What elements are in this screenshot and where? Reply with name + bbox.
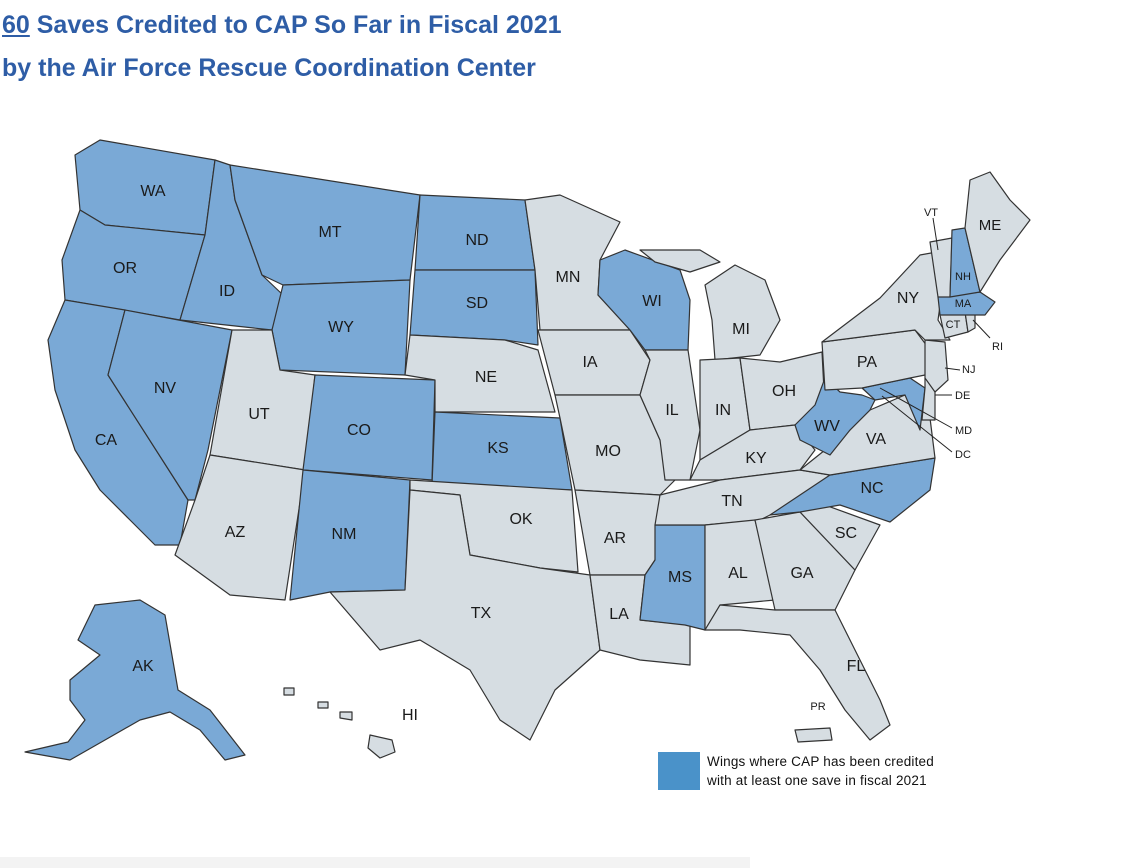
label-md: MD [955, 425, 972, 437]
label-ia: IA [582, 354, 597, 371]
save-count: 60 [2, 11, 30, 39]
label-nv: NV [154, 380, 177, 397]
label-tn: TN [721, 493, 742, 510]
map-title: 60 Saves Credited to CAP So Far in Fisca… [2, 4, 562, 90]
label-hi: HI [402, 707, 418, 724]
label-ma: MA [955, 298, 972, 310]
label-ak: AK [132, 658, 154, 675]
state-ne [404, 334, 556, 413]
label-in: IN [715, 402, 731, 419]
label-ne: NE [475, 369, 497, 386]
label-pa: PA [857, 354, 877, 371]
label-pr: PR [810, 701, 825, 713]
label-nd: ND [465, 232, 488, 249]
label-fl: FL [847, 658, 866, 675]
bottom-strip [0, 857, 750, 868]
label-ri: RI [992, 341, 1003, 353]
label-az: AZ [225, 524, 246, 541]
state-wy [271, 279, 411, 376]
label-oh: OH [772, 383, 796, 400]
legend-line1: Wings where CAP has been credited [707, 754, 934, 769]
label-mn: MN [556, 269, 581, 286]
label-wa: WA [140, 183, 166, 200]
label-ny: NY [897, 290, 920, 307]
state-me [964, 171, 1031, 293]
label-va: VA [866, 431, 886, 448]
legend: Wings where CAP has been credited with a… [707, 752, 934, 790]
label-ct: CT [946, 319, 961, 331]
label-leader-lines [879, 217, 991, 453]
label-ky: KY [745, 450, 767, 467]
label-ar: AR [604, 530, 626, 547]
label-ok: OK [509, 511, 532, 528]
label-wv: WV [814, 418, 840, 435]
state-wv [794, 377, 876, 456]
label-id: ID [219, 283, 235, 300]
state-al [704, 519, 776, 631]
state-pr [794, 727, 833, 743]
label-ks: KS [487, 440, 508, 457]
label-or: OR [113, 260, 137, 277]
state-hi [283, 687, 396, 759]
label-de: DE [955, 390, 970, 402]
state-ny [821, 249, 951, 343]
label-la: LA [609, 606, 629, 623]
label-tx: TX [471, 605, 492, 622]
state-tx [329, 489, 601, 741]
label-vt: VT [924, 207, 938, 219]
state-fl [704, 604, 891, 741]
label-mo: MO [595, 443, 621, 460]
state-nj [924, 339, 949, 393]
legend-line2: with at least one save in fiscal 2021 [707, 773, 927, 788]
label-ga: GA [790, 565, 813, 582]
title-line1: Saves Credited to CAP So Far in Fiscal 2… [29, 11, 562, 39]
state-mi [639, 249, 781, 361]
label-ut: UT [248, 406, 270, 423]
label-ms: MS [668, 569, 692, 586]
legend-swatch [658, 752, 700, 790]
title-line2: by the Air Force Rescue Coordination Cen… [2, 54, 536, 82]
label-me: ME [979, 217, 1002, 234]
state-ak [24, 599, 246, 761]
label-wy: WY [328, 319, 354, 336]
label-nc: NC [860, 480, 883, 497]
label-dc: DC [955, 449, 971, 461]
label-sd: SD [466, 295, 488, 312]
label-nh: NH [955, 271, 971, 283]
label-ca: CA [95, 432, 118, 449]
label-sc: SC [835, 525, 857, 542]
label-nm: NM [332, 526, 357, 543]
label-mt: MT [318, 224, 341, 241]
state-il [639, 349, 701, 481]
label-co: CO [347, 422, 371, 439]
label-nj: NJ [962, 364, 975, 376]
label-wi: WI [642, 293, 662, 310]
label-al: AL [728, 565, 748, 582]
label-mi: MI [732, 321, 750, 338]
state-sd [409, 269, 539, 346]
label-il: IL [665, 402, 678, 419]
